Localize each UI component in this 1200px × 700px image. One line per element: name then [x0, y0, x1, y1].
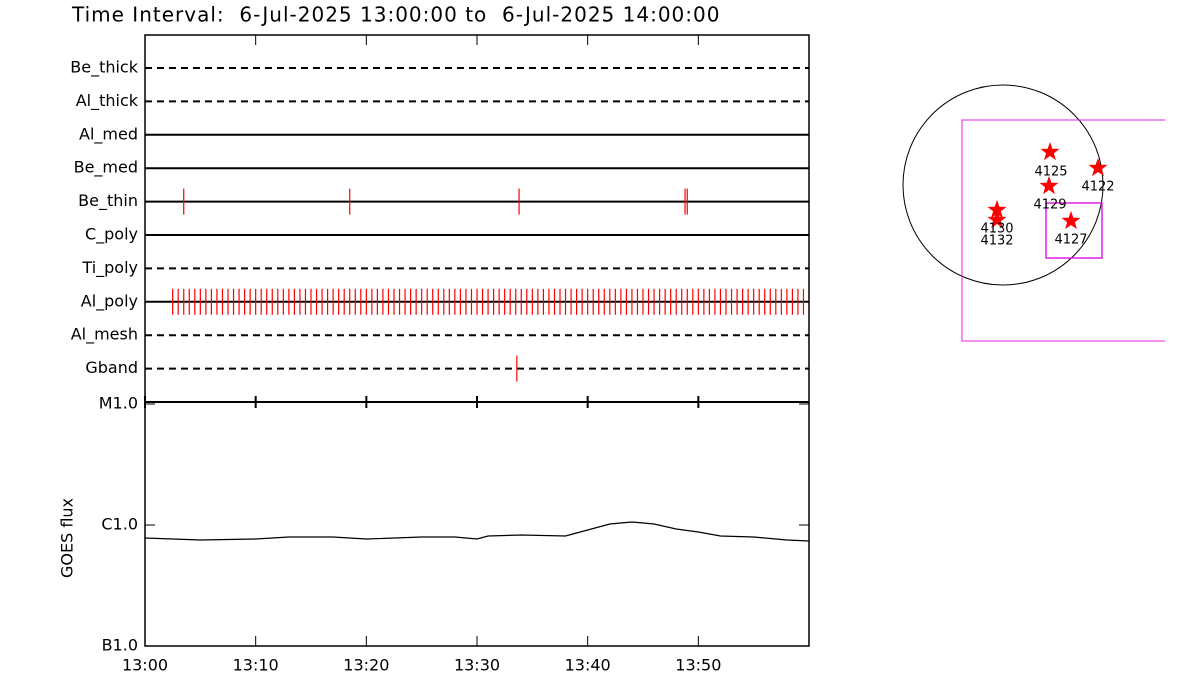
row-label: Be_med [74, 158, 138, 178]
region-label: 4127 [1054, 233, 1087, 248]
region-label: 4130 [980, 222, 1013, 237]
region-star [1088, 158, 1108, 177]
y-tick-label: M1.0 [99, 394, 138, 413]
y-axis-label: GOES flux [58, 498, 77, 578]
x-tick-label: 13:20 [343, 656, 389, 675]
sun-map: 4125 4122 4129 4130 4132 4127 [902, 84, 1165, 342]
row-label: Ti_poly [81, 258, 138, 278]
row-label: Gband [85, 358, 138, 377]
y-tick-label: B1.0 [102, 636, 138, 655]
row-label: Al_thick [76, 91, 139, 111]
x-tick-label: 13:50 [675, 656, 721, 675]
chart-title: Time Interval: 6-Jul-2025 13:00:00 to 6-… [71, 3, 720, 27]
region-label: 4129 [1033, 198, 1066, 213]
row-label: C_poly [85, 225, 138, 245]
row-label: Al_poly [81, 291, 138, 311]
region-star [1040, 142, 1060, 161]
y-tick-label: C1.0 [101, 515, 138, 534]
region-label: 4122 [1081, 180, 1114, 195]
x-tick-label: 13:00 [122, 656, 168, 675]
region-star [1061, 211, 1081, 230]
solar-disk [902, 84, 1104, 286]
region-label: 4132 [980, 234, 1013, 249]
x-tick-label: 13:10 [233, 656, 279, 675]
x-tick-label: 13:30 [454, 656, 500, 675]
row-label: Be_thick [70, 58, 138, 78]
fov-box [961, 119, 1165, 342]
fov-box [1045, 202, 1103, 259]
row-label: Al_med [79, 124, 138, 144]
row-label: Al_mesh [71, 325, 138, 345]
row-label: Be_thin [78, 191, 138, 211]
goes-curve [144, 521, 810, 542]
region-label: 4125 [1034, 165, 1067, 180]
plot-frame [144, 34, 810, 647]
x-tick-label: 13:40 [565, 656, 611, 675]
